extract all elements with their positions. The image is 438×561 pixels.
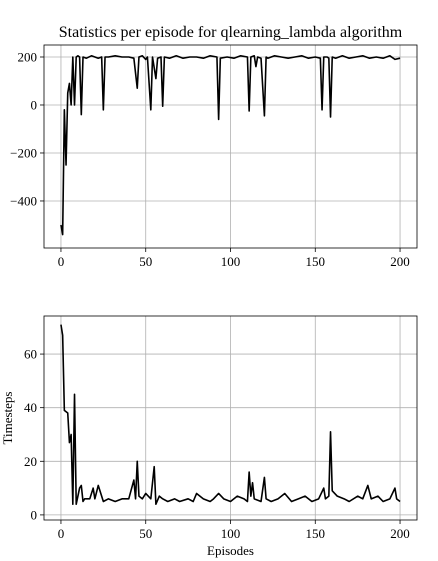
x-tick-label: 50 [139,254,152,269]
x-tick-label: 200 [390,526,410,541]
x-axis-label: Episodes [207,543,254,558]
chart-title: Statistics per episode for qlearning_lam… [59,24,403,41]
plot-frame [43,315,418,521]
y-axis-label: Timesteps [0,392,15,445]
y-tick-label: 40 [24,400,37,415]
data-line [60,55,401,236]
y-tick-label: −200 [10,145,37,160]
data-line [60,324,401,505]
y-tick-label: 200 [18,49,38,64]
y-tick-label: −400 [10,193,37,208]
x-tick-label: 200 [390,254,410,269]
x-tick-label: 0 [58,254,65,269]
x-tick-label: 100 [221,254,241,269]
x-tick-label: 100 [221,526,241,541]
x-tick-label: 50 [139,526,152,541]
y-tick-label: 20 [24,454,37,469]
y-tick-label: 60 [24,347,37,362]
x-tick-label: 0 [58,526,65,541]
y-tick-label: 0 [31,97,38,112]
y-tick-label: 0 [31,507,38,522]
x-tick-label: 150 [306,526,326,541]
plot-frame [43,44,418,249]
x-tick-label: 150 [306,254,326,269]
